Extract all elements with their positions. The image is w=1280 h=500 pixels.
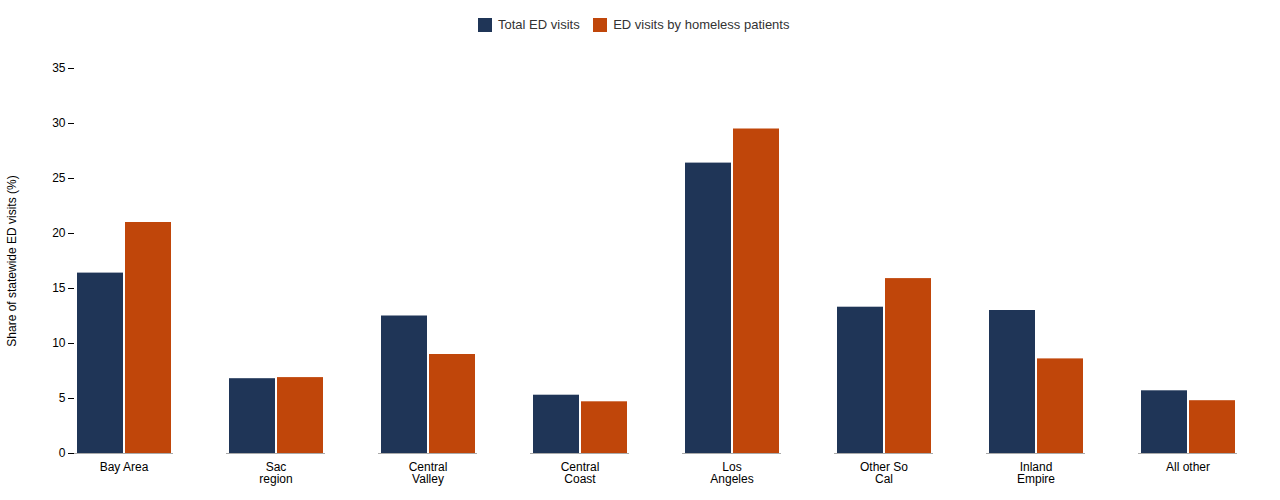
svg-text:InlandEmpire: InlandEmpire xyxy=(1017,460,1055,486)
html-text:ED visits by homeless patients: ED visits by homeless patients xyxy=(613,17,790,32)
svg-text:Sacregion: Sacregion xyxy=(259,460,292,486)
svg-text:5: 5 xyxy=(59,391,66,405)
svg-text:Other SoCal: Other SoCal xyxy=(860,460,908,486)
svg-text:Bay Area: Bay Area xyxy=(100,460,149,474)
svg-text:10: 10 xyxy=(52,336,66,350)
svg-text:15: 15 xyxy=(52,281,66,295)
svg-text:20: 20 xyxy=(52,226,66,240)
svg-text:25: 25 xyxy=(52,171,66,185)
svg-text:Share of statewide ED visits (: Share of statewide ED visits (%) xyxy=(5,175,19,346)
svg-text:30: 30 xyxy=(52,116,66,130)
svg-text:35: 35 xyxy=(52,61,66,75)
svg-text:CentralValley: CentralValley xyxy=(409,460,448,486)
svg-text:CentralCoast: CentralCoast xyxy=(561,460,600,486)
svg-text:LosAngeles: LosAngeles xyxy=(710,460,753,486)
html-text:Total ED visits: Total ED visits xyxy=(498,17,580,32)
svg-text:All other: All other xyxy=(1166,460,1210,474)
svg-text:0: 0 xyxy=(59,446,66,460)
